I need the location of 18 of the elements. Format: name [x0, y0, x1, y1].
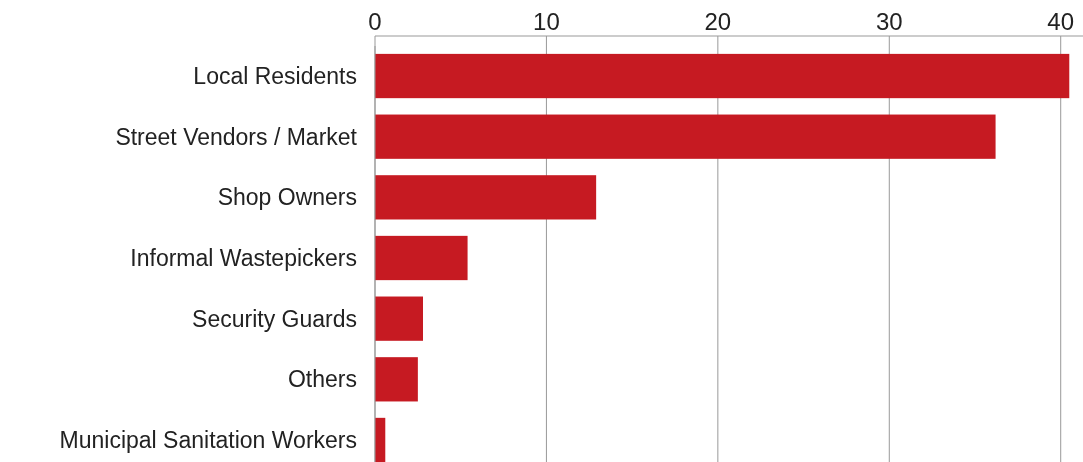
- y-tick-label: Local Residents: [193, 63, 357, 90]
- y-tick-label: Informal Wastepickers: [130, 245, 357, 272]
- x-tick-label: 40: [1047, 8, 1075, 35]
- y-tick-label: Shop Owners: [217, 184, 357, 211]
- y-tick-label: Street Vendors / Market: [115, 123, 358, 150]
- bar: [375, 235, 468, 281]
- bar: [375, 114, 996, 159]
- x-tick-label: 0: [368, 8, 382, 35]
- y-tick-label: Security Guards: [192, 305, 357, 332]
- bar: [375, 175, 597, 220]
- x-tick-label: 30: [875, 8, 903, 35]
- x-tick-label: 10: [533, 8, 560, 35]
- bar: [375, 296, 423, 341]
- y-tick-label: Others: [287, 366, 357, 393]
- y-tick-label: Municipal Sanitation Workers: [59, 427, 357, 454]
- bar: [375, 357, 418, 402]
- bar: [375, 53, 1070, 99]
- x-tick-label: 20: [704, 8, 732, 35]
